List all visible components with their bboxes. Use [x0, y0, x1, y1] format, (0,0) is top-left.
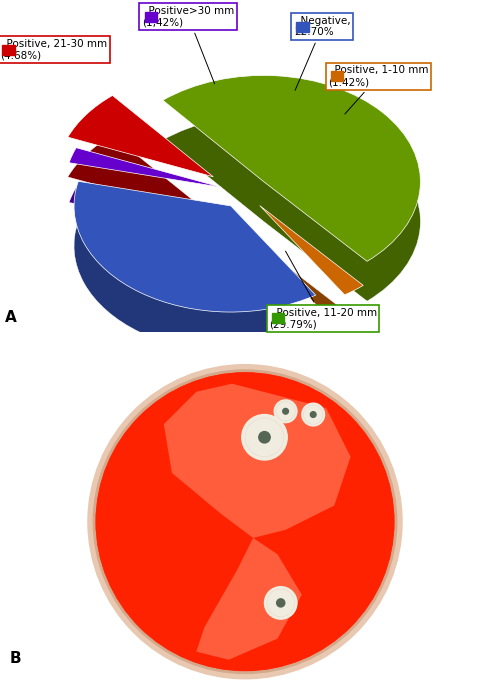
Circle shape — [242, 415, 287, 460]
Wedge shape — [74, 181, 316, 312]
Bar — [296, 21, 309, 32]
Circle shape — [283, 408, 289, 414]
Circle shape — [96, 372, 394, 671]
Text: Positive, 11-20 mm
(29.79%): Positive, 11-20 mm (29.79%) — [270, 252, 377, 329]
Wedge shape — [68, 95, 213, 177]
Wedge shape — [163, 75, 420, 261]
Bar — [272, 314, 284, 323]
Wedge shape — [69, 187, 221, 227]
Polygon shape — [164, 384, 350, 660]
Wedge shape — [68, 135, 213, 216]
Circle shape — [310, 412, 316, 417]
Text: A: A — [5, 310, 17, 325]
Bar — [145, 12, 157, 21]
Circle shape — [259, 432, 270, 443]
Circle shape — [274, 400, 297, 423]
Wedge shape — [74, 221, 316, 352]
Text: Positive, 1-10 mm
(1.42%): Positive, 1-10 mm (1.42%) — [328, 66, 429, 114]
Text: B: B — [10, 652, 22, 666]
Text: Positive, 21-30 mm
(4.68%): Positive, 21-30 mm (4.68%) — [0, 39, 107, 61]
Wedge shape — [260, 245, 363, 334]
Circle shape — [277, 599, 285, 607]
Text: Negative,
22.70%: Negative, 22.70% — [294, 16, 351, 91]
Bar — [2, 45, 15, 55]
Bar — [331, 71, 343, 82]
Wedge shape — [260, 206, 363, 295]
Wedge shape — [163, 115, 420, 301]
Wedge shape — [69, 148, 221, 187]
Circle shape — [302, 403, 324, 426]
Circle shape — [265, 587, 297, 619]
Text: Positive>30 mm
(1,42%): Positive>30 mm (1,42%) — [142, 6, 234, 84]
